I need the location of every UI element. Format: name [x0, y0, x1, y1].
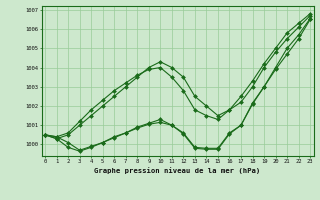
X-axis label: Graphe pression niveau de la mer (hPa): Graphe pression niveau de la mer (hPa) [94, 167, 261, 174]
